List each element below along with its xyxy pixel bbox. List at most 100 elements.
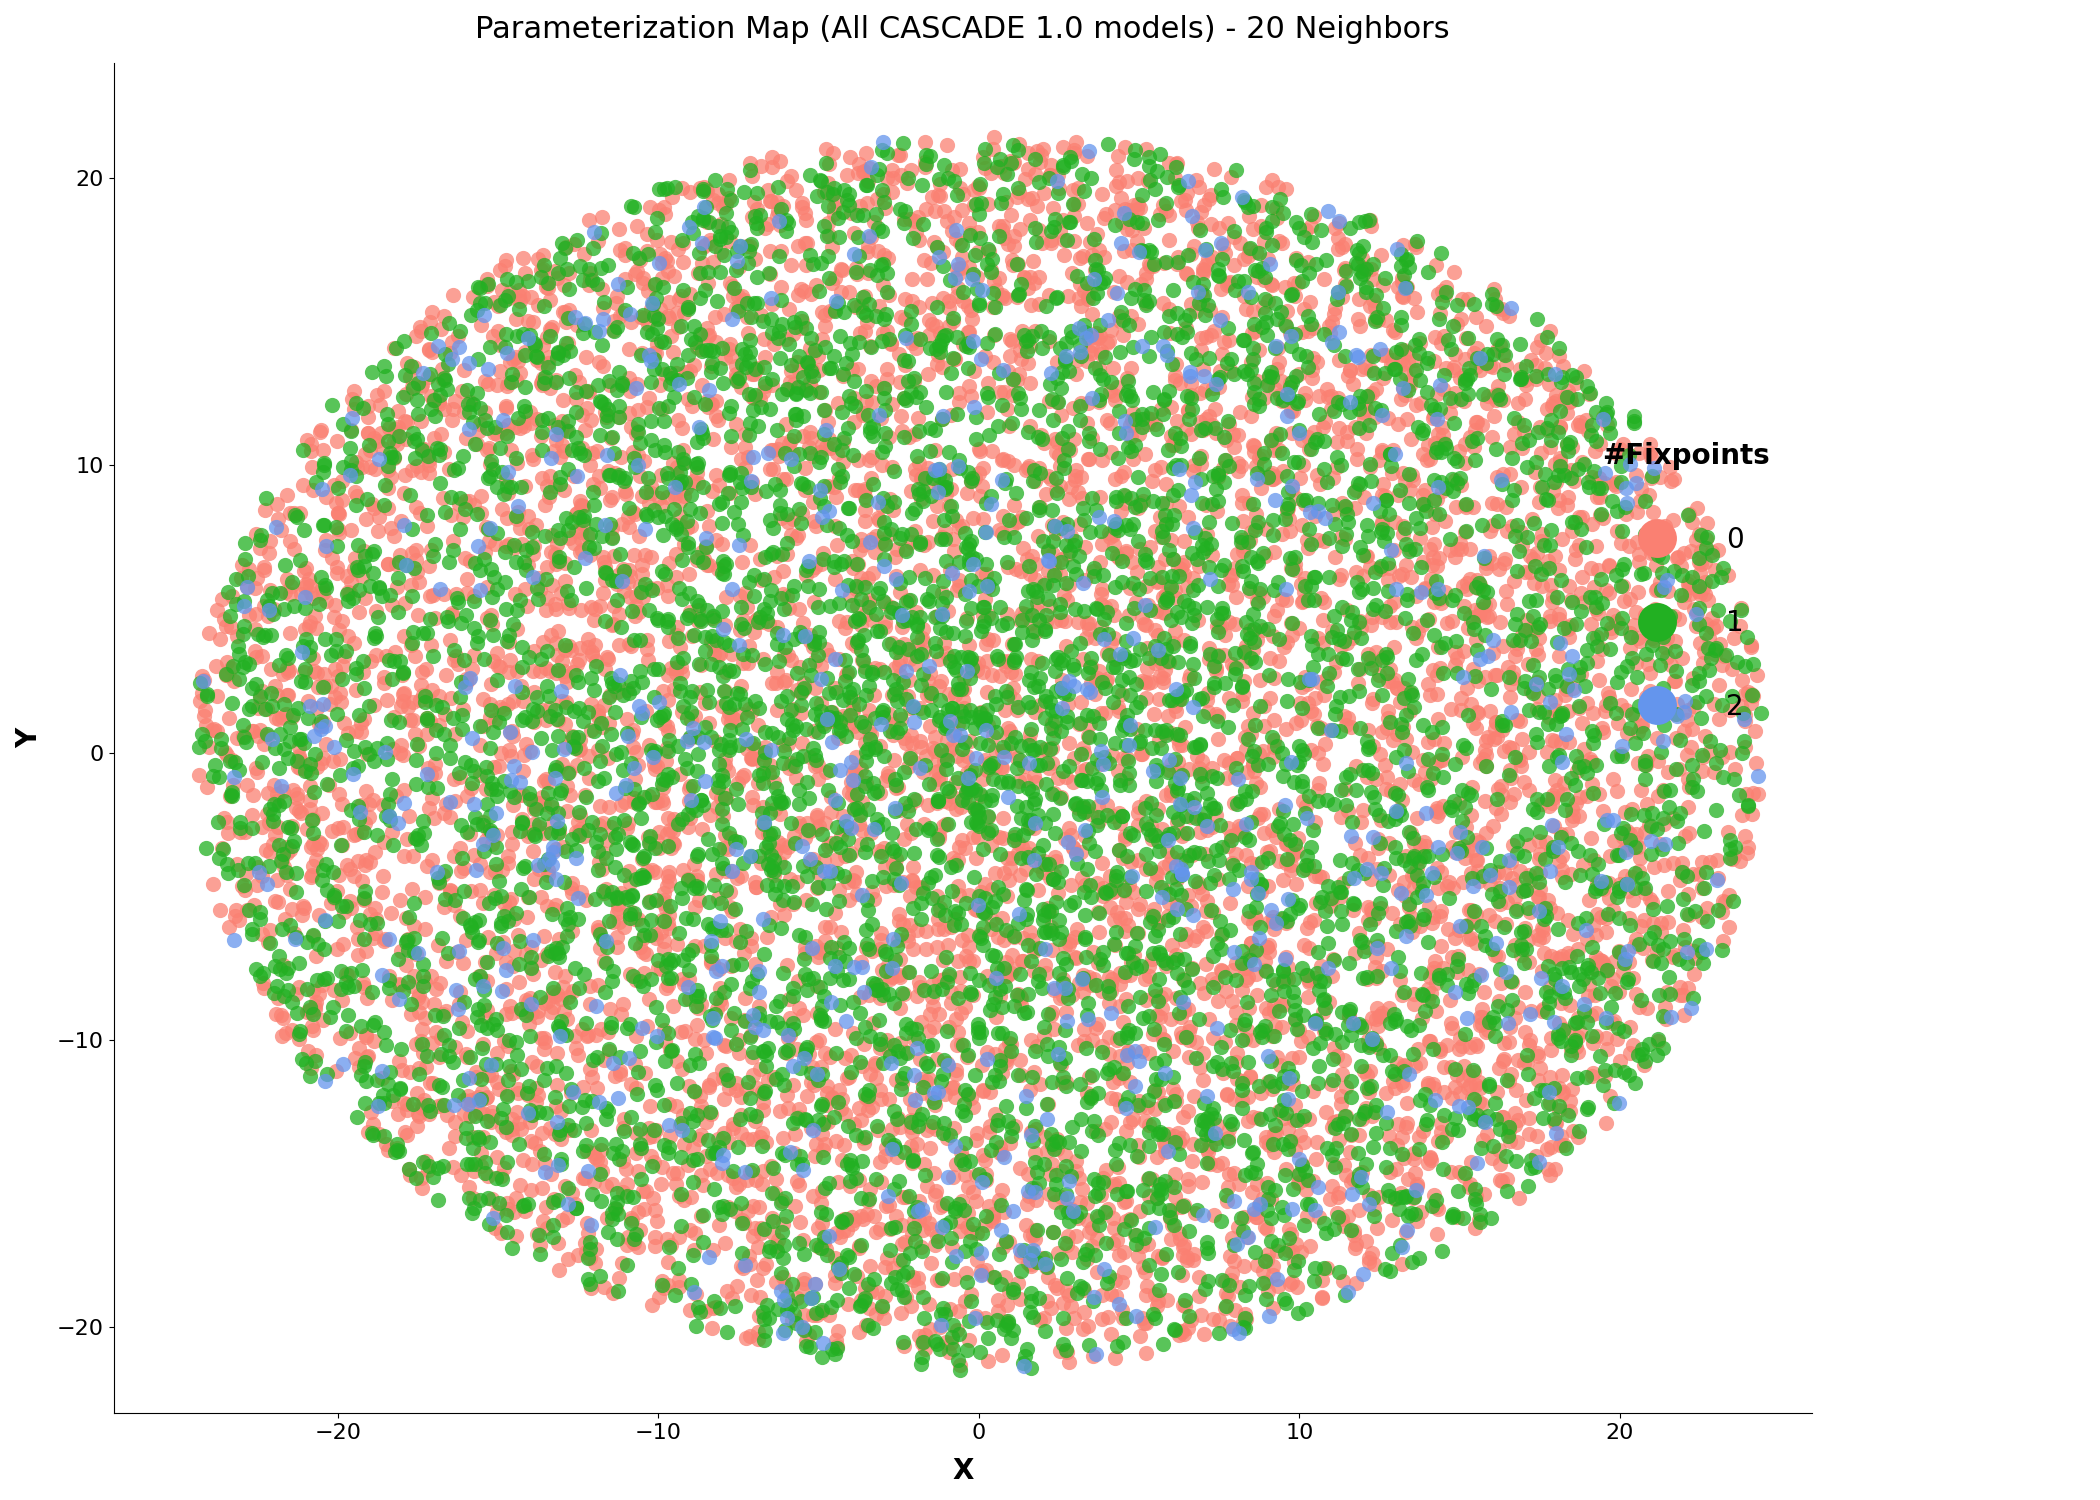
Point xyxy=(926,356,960,380)
Point xyxy=(519,1076,552,1100)
Point xyxy=(1508,387,1541,411)
Point xyxy=(813,298,846,322)
Point xyxy=(880,1144,914,1168)
Point xyxy=(1317,466,1350,490)
Point xyxy=(956,267,989,291)
Point xyxy=(1014,948,1048,972)
Point xyxy=(220,634,254,658)
Point xyxy=(781,1106,815,1130)
Point xyxy=(624,627,657,651)
Point xyxy=(1424,748,1457,772)
Point xyxy=(943,158,976,182)
Point xyxy=(678,894,712,918)
Point xyxy=(706,549,739,573)
Point xyxy=(1628,748,1661,772)
Point xyxy=(326,668,359,692)
Point xyxy=(1208,470,1241,494)
Point xyxy=(485,417,519,441)
Point xyxy=(1226,284,1260,308)
Point xyxy=(388,382,422,406)
Point xyxy=(403,375,437,399)
Point xyxy=(785,471,819,495)
Point xyxy=(1529,1078,1562,1102)
Point xyxy=(1279,552,1312,576)
Point xyxy=(825,1209,859,1233)
Point xyxy=(548,964,582,988)
Point xyxy=(248,558,281,582)
Point xyxy=(890,1020,924,1044)
Point xyxy=(710,225,743,249)
Point xyxy=(1170,316,1203,340)
Point xyxy=(447,879,481,903)
Point xyxy=(1151,758,1184,782)
Point xyxy=(1317,1035,1350,1059)
Point xyxy=(216,928,250,952)
Point xyxy=(1426,660,1460,684)
Point xyxy=(1268,1101,1302,1125)
Point xyxy=(1163,1005,1197,1029)
Point xyxy=(326,958,359,982)
Point xyxy=(788,478,821,502)
Point xyxy=(470,1016,504,1040)
Point xyxy=(1054,984,1088,1008)
Point xyxy=(1105,1269,1138,1293)
Point xyxy=(1527,998,1560,1022)
Point xyxy=(1300,252,1334,276)
Point xyxy=(918,198,951,222)
Point xyxy=(1279,246,1312,270)
Point xyxy=(945,688,979,712)
Point xyxy=(1298,687,1331,711)
Point xyxy=(991,650,1025,674)
Point xyxy=(640,606,674,630)
Point xyxy=(773,1007,806,1031)
Point xyxy=(788,926,821,950)
Point xyxy=(941,390,974,414)
Point xyxy=(220,858,254,882)
Point xyxy=(346,650,380,674)
Point xyxy=(1067,735,1100,759)
Point xyxy=(651,718,685,742)
Point xyxy=(613,558,647,582)
Point xyxy=(724,612,758,636)
Point xyxy=(853,591,886,615)
Point xyxy=(617,906,651,930)
Point xyxy=(613,378,647,402)
Point xyxy=(1646,777,1680,801)
Point xyxy=(1672,572,1705,596)
Point xyxy=(657,484,691,508)
Point xyxy=(951,660,985,684)
Point xyxy=(876,1137,909,1161)
Point xyxy=(1172,506,1205,530)
Point xyxy=(832,888,865,912)
Point xyxy=(1418,430,1451,454)
Point xyxy=(1451,572,1485,596)
Point xyxy=(945,928,979,952)
Point xyxy=(903,488,937,512)
Point xyxy=(859,972,892,996)
Point xyxy=(746,1216,779,1240)
Point xyxy=(970,237,1004,261)
Point xyxy=(1613,822,1646,846)
Point xyxy=(1060,348,1094,372)
Point xyxy=(872,982,905,1006)
Point xyxy=(1100,375,1134,399)
Point xyxy=(286,903,319,927)
Point xyxy=(1281,216,1315,240)
Point xyxy=(890,166,924,190)
Point xyxy=(1386,1252,1420,1276)
Point xyxy=(1436,1202,1470,1225)
Point xyxy=(1466,1013,1499,1036)
Point xyxy=(1168,1287,1201,1311)
Point xyxy=(454,351,487,375)
Point xyxy=(1388,1053,1422,1077)
Point xyxy=(733,476,766,500)
Point xyxy=(527,1026,561,1050)
Point xyxy=(395,354,428,378)
Point xyxy=(542,416,575,440)
Point xyxy=(464,1086,498,1110)
Point xyxy=(1468,351,1502,375)
Point xyxy=(630,504,664,528)
Point xyxy=(489,950,523,974)
Point xyxy=(1422,966,1455,990)
Point xyxy=(372,975,405,999)
